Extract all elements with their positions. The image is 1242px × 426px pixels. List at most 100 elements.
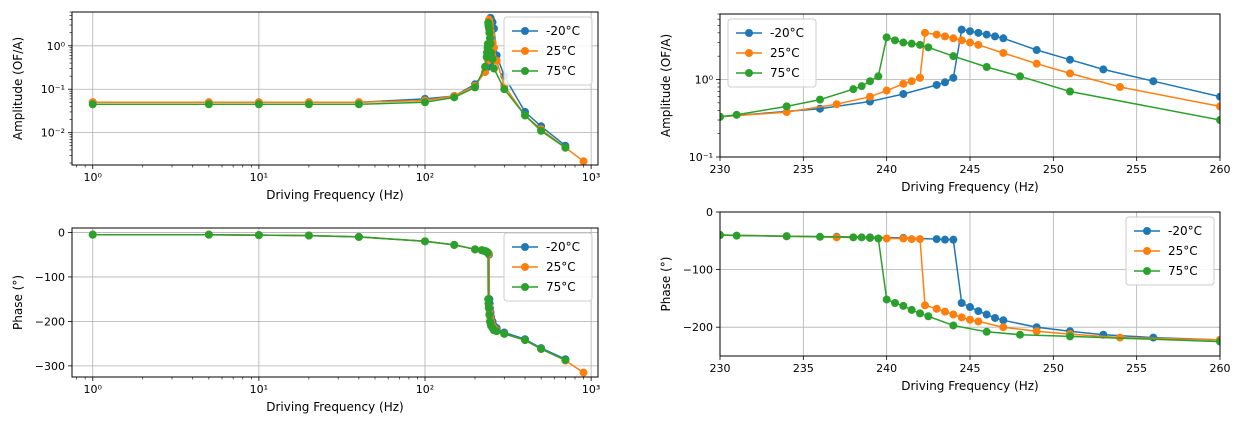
amplitude-zoom-data-point [921, 28, 929, 37]
phase-zoom-data-point [899, 301, 908, 310]
amplitude-wide-xtick-label: 10⁰ [84, 171, 103, 184]
amplitude-zoom-data-point [891, 36, 899, 45]
phase-wide-xtick-label: 10² [416, 383, 434, 396]
amplitude-wide-data-point [204, 100, 213, 109]
phase-zoom-data-point [816, 232, 824, 241]
amplitude-zoom-xtick-label: 235 [793, 163, 814, 176]
amplitude-zoom-legend-marker [745, 49, 753, 57]
amplitude-zoom-legend-label: -20°C [770, 26, 804, 40]
phase-wide-series [88, 230, 570, 364]
amplitude-zoom-data-point [949, 73, 958, 82]
phase-zoom-data-point [1032, 327, 1041, 336]
phase-zoom-xtick-label: 230 [710, 362, 731, 375]
phase-wide-legend-label: 25°C [546, 260, 576, 274]
amplitude-wide-ytick-label: 10⁻² [41, 127, 65, 140]
amplitude-wide-ytick-label: 10⁻¹ [41, 83, 65, 96]
amplitude-zoom-data-point [782, 102, 791, 111]
phase-zoom-data-point [949, 235, 958, 244]
amplitude-zoom-data-point [866, 77, 874, 86]
amplitude-zoom-data-point [1099, 65, 1108, 74]
amplitude-zoom-data-point [782, 108, 791, 117]
amplitude-wide-ytick-label: 10⁰ [47, 40, 66, 53]
phase-wide-legend-marker [521, 263, 529, 271]
phase-wide-ytick-label: −200 [35, 315, 65, 328]
amplitude-zoom-xtick-label: 245 [960, 163, 981, 176]
phase-zoom-legend-marker [1143, 247, 1151, 255]
amplitude-zoom-ytick-label: 10⁰ [695, 73, 714, 86]
phase-wide-data-point [521, 336, 530, 345]
amplitude-zoom-data-point [966, 38, 974, 47]
phase-zoom-data-point [924, 312, 933, 321]
phase-zoom-data-point [1016, 330, 1024, 339]
amplitude-wide-legend-marker [521, 67, 529, 75]
amplitude-wide-data-point [579, 157, 588, 165]
amplitude-zoom-data-point [1016, 72, 1024, 81]
phase-zoom-data-point [974, 307, 983, 316]
phase-zoom-data-point [932, 235, 941, 244]
phase-zoom-data-point [916, 235, 924, 244]
phase-zoom-data-point [899, 234, 908, 243]
phase-wide-data-point [492, 327, 501, 336]
phase-zoom-data-point [949, 310, 958, 319]
amplitude-zoom-xtick-label: 260 [1210, 163, 1231, 176]
amplitude-zoom-data-point [874, 72, 883, 81]
amplitude-zoom-data-point [932, 80, 941, 89]
amplitude-zoom-data-point [1032, 59, 1041, 68]
amplitude-wide-ylabel: Amplitude (OF/A) [11, 37, 25, 140]
amplitude-zoom-xtick-label: 255 [1126, 163, 1147, 176]
amplitude-zoom-data-point [882, 33, 891, 42]
phase-zoom-data-point [921, 301, 929, 310]
amplitude-zoom-panel: 230 235 240 245 250 255 260 10⁻¹ 10⁰ Driving Freq… [659, 13, 1231, 194]
phase-wide-data-point [483, 248, 492, 257]
amplitude-zoom-data-point [957, 36, 966, 45]
phase-zoom-legend: -20°C 25°C 75°C [1125, 216, 1215, 286]
phase-zoom-xtick-label: 245 [960, 362, 981, 375]
amplitude-wide-frame [71, 11, 599, 166]
amplitude-zoom-data-point [1116, 83, 1124, 92]
phase-wide-data-point [88, 230, 97, 239]
phase-zoom-frame [719, 211, 1221, 357]
phase-zoom-data-point [966, 315, 974, 324]
amplitude-zoom-series [720, 33, 1220, 125]
phase-zoom-xtick-label: 250 [1043, 362, 1064, 375]
phase-wide-ytick-label: −300 [35, 360, 65, 373]
amplitude-zoom-xtick-label: 230 [710, 163, 731, 176]
phase-wide-frame [71, 227, 599, 378]
phase-zoom-data-point [782, 232, 791, 241]
amplitude-wide-legend-label: 25°C [546, 44, 576, 58]
amplitude-zoom-data-point [899, 79, 908, 88]
amplitude-wide-data-point [521, 111, 530, 120]
amplitude-zoom-data-point [1066, 69, 1074, 78]
amplitude-wide-panel: 10⁰ 10¹ 10² 10³ 10⁻² 10⁻¹ 10⁰ Driving Frequency… [11, 11, 600, 202]
amplitude-zoom-legend-marker [745, 69, 753, 77]
amplitude-zoom-xtick-label: 250 [1043, 163, 1064, 176]
phase-wide-data-point [484, 304, 493, 313]
phase-zoom-legend-marker [1143, 227, 1151, 235]
amplitude-zoom-data-point [966, 27, 974, 36]
amplitude-zoom-data-point [941, 32, 949, 41]
amplitude-zoom-data-point [941, 78, 949, 87]
amplitude-wide-data-point [537, 126, 546, 135]
phase-zoom-legend-marker [1143, 267, 1151, 275]
phase-wide-panel: 10⁰ 10¹ 10² 10³ −300 −200 −100 0 Driving Frequen… [11, 226, 600, 414]
amplitude-wide-data-point [481, 62, 490, 71]
phase-wide-data-point [304, 231, 313, 240]
phase-zoom-data-point [907, 235, 916, 244]
amplitude-zoom-data-point [949, 34, 958, 43]
amplitude-wide-data-point [88, 100, 97, 109]
amplitude-wide-series [88, 13, 570, 150]
phase-zoom-data-point [966, 303, 974, 312]
phase-zoom-panel: 230 235 240 245 250 255 260 −200 −100 0 Driving Fr… [659, 206, 1231, 393]
amplitude-zoom-data-point [907, 77, 916, 86]
phase-zoom-legend-label: -20°C [1168, 224, 1202, 238]
amplitude-zoom-data-point [1032, 46, 1041, 55]
amplitude-wide-series [88, 18, 570, 152]
amplitude-zoom-data-point [866, 92, 874, 101]
phase-zoom-data-point [907, 305, 916, 314]
amplitude-wide-xtick-label: 10¹ [250, 171, 268, 184]
amplitude-zoom-data-point [732, 110, 741, 119]
phase-wide-data-point [204, 230, 213, 239]
phase-wide-data-point [485, 310, 494, 319]
amplitude-wide-data-point [561, 143, 570, 152]
